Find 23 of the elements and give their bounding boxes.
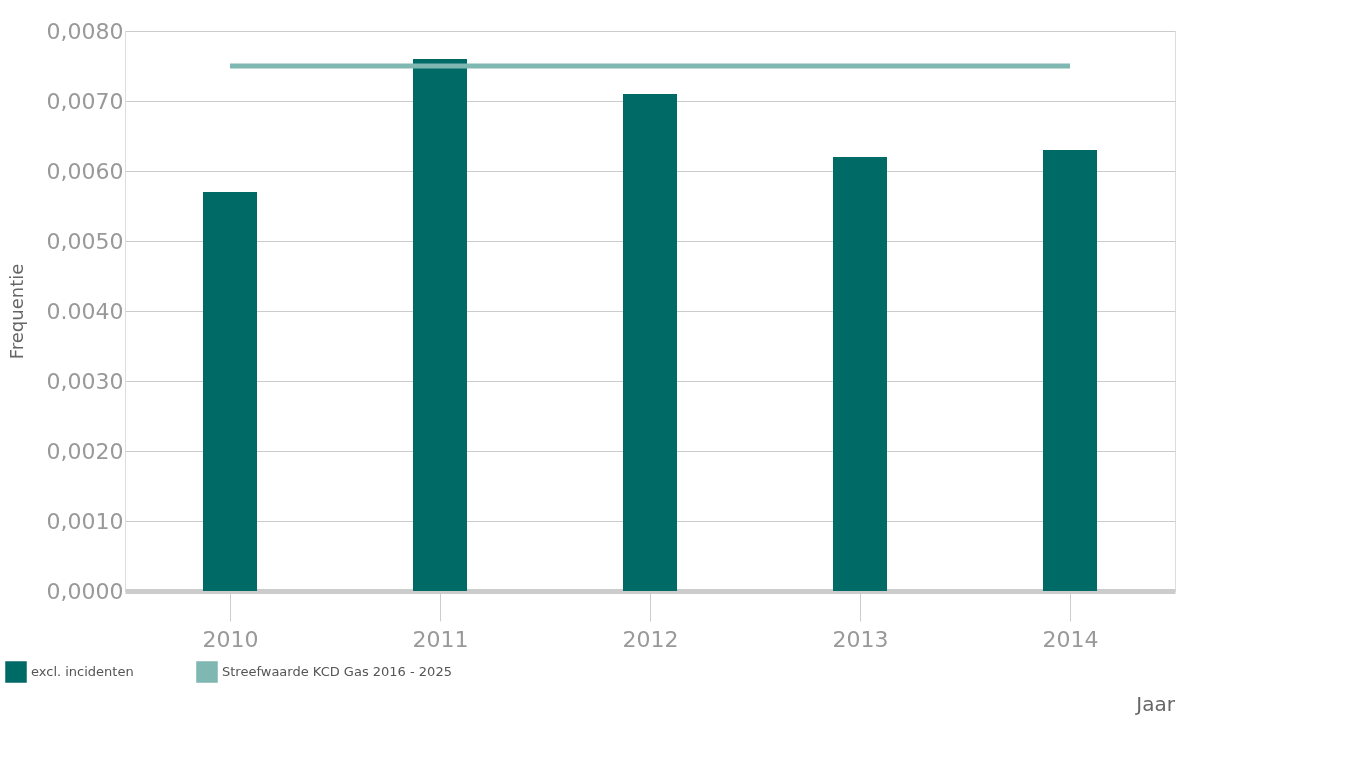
- y-tick-label: 0,0080: [46, 18, 124, 44]
- y-tick-label: 0,0010: [46, 508, 124, 534]
- x-axis-title: Jaar: [1134, 692, 1176, 716]
- bar: [203, 192, 257, 591]
- y-tick-label: 0,0060: [46, 158, 124, 184]
- x-tick-label: 2014: [1042, 626, 1099, 652]
- bar: [833, 157, 887, 591]
- legend-label: excl. incidenten: [31, 664, 134, 679]
- y-tick-label: 0,0070: [46, 88, 124, 114]
- x-tick-label: 2012: [622, 626, 679, 652]
- y-tick-label: 0,0000: [46, 578, 124, 604]
- x-tick-label: 2013: [832, 626, 889, 652]
- bar: [413, 59, 467, 591]
- y-tick-label: 0,0050: [46, 228, 124, 254]
- bar: [623, 94, 677, 591]
- y-tick-label: 0,0020: [46, 438, 124, 464]
- bar: [1043, 150, 1097, 591]
- x-tick-label: 2011: [412, 626, 469, 652]
- y-tick-label: 0,0030: [46, 368, 124, 394]
- y-tick-label: 0.0040: [46, 298, 124, 324]
- x-tick-label: 2010: [202, 626, 259, 652]
- y-axis-title: Frequentie: [5, 263, 27, 360]
- legend-label: Streefwaarde KCD Gas 2016 - 2025: [222, 664, 452, 679]
